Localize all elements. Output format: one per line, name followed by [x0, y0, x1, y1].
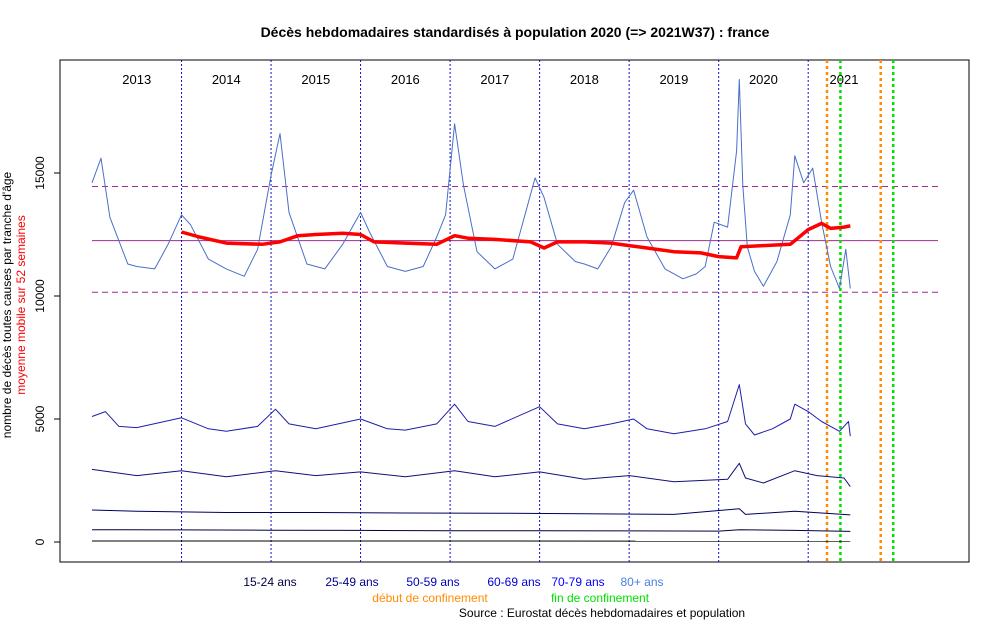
chart-title: Décès hebdomadaires standardisés à popul… [261, 24, 770, 40]
legend-item: 70-79 ans [551, 575, 604, 589]
legend-item: 60-69 ans [487, 575, 540, 589]
plot-frame [59, 59, 970, 563]
year-labels: 2013 2014 2015 2016 2017 2018 2019 2020 2021 [122, 72, 858, 87]
legend-item: fin de confinement [551, 591, 650, 605]
year-label: 2020 [749, 72, 778, 87]
y-axis-sublabel: moyenne mobile sur 52 semaines [14, 215, 28, 394]
legend-item: 50-59 ans [406, 575, 459, 589]
series-line [91, 384, 851, 437]
confinement-lines [825, 60, 895, 562]
legend-item: 80+ ans [620, 575, 663, 589]
source-note: Source : Eurostat décès hebdomadaires et… [459, 606, 745, 620]
series-line [91, 79, 851, 290]
y-tick-label: 15000 [33, 156, 47, 190]
year-label: 2019 [659, 72, 688, 87]
legend-item: 25-49 ans [325, 575, 378, 589]
y-tick-label: 0 [33, 538, 47, 545]
series-lines [91, 79, 851, 542]
legend: 15-24 ans 25-49 ans 50-59 ans 60-69 ans 70-7… [243, 575, 663, 605]
y-axis-label: nombre de décès toutes causes par tranch… [0, 171, 14, 438]
year-label: 2013 [122, 72, 151, 87]
year-label: 2014 [212, 72, 241, 87]
series-line [91, 462, 851, 487]
year-label: 2015 [301, 72, 330, 87]
legend-item: 15-24 ans [243, 575, 296, 589]
year-label: 2017 [480, 72, 509, 87]
year-separators [181, 60, 809, 562]
series-line [91, 529, 851, 532]
series-line [91, 508, 851, 516]
legend-item: début de confinement [372, 591, 488, 605]
y-axis: 0 5000 10000 15000 [33, 156, 60, 545]
year-label: 2018 [570, 72, 599, 87]
y-tick-label: 10000 [33, 279, 47, 313]
series-line [181, 221, 851, 260]
year-label: 2016 [391, 72, 420, 87]
y-tick-label: 5000 [33, 405, 47, 432]
year-label: 2021 [830, 72, 859, 87]
